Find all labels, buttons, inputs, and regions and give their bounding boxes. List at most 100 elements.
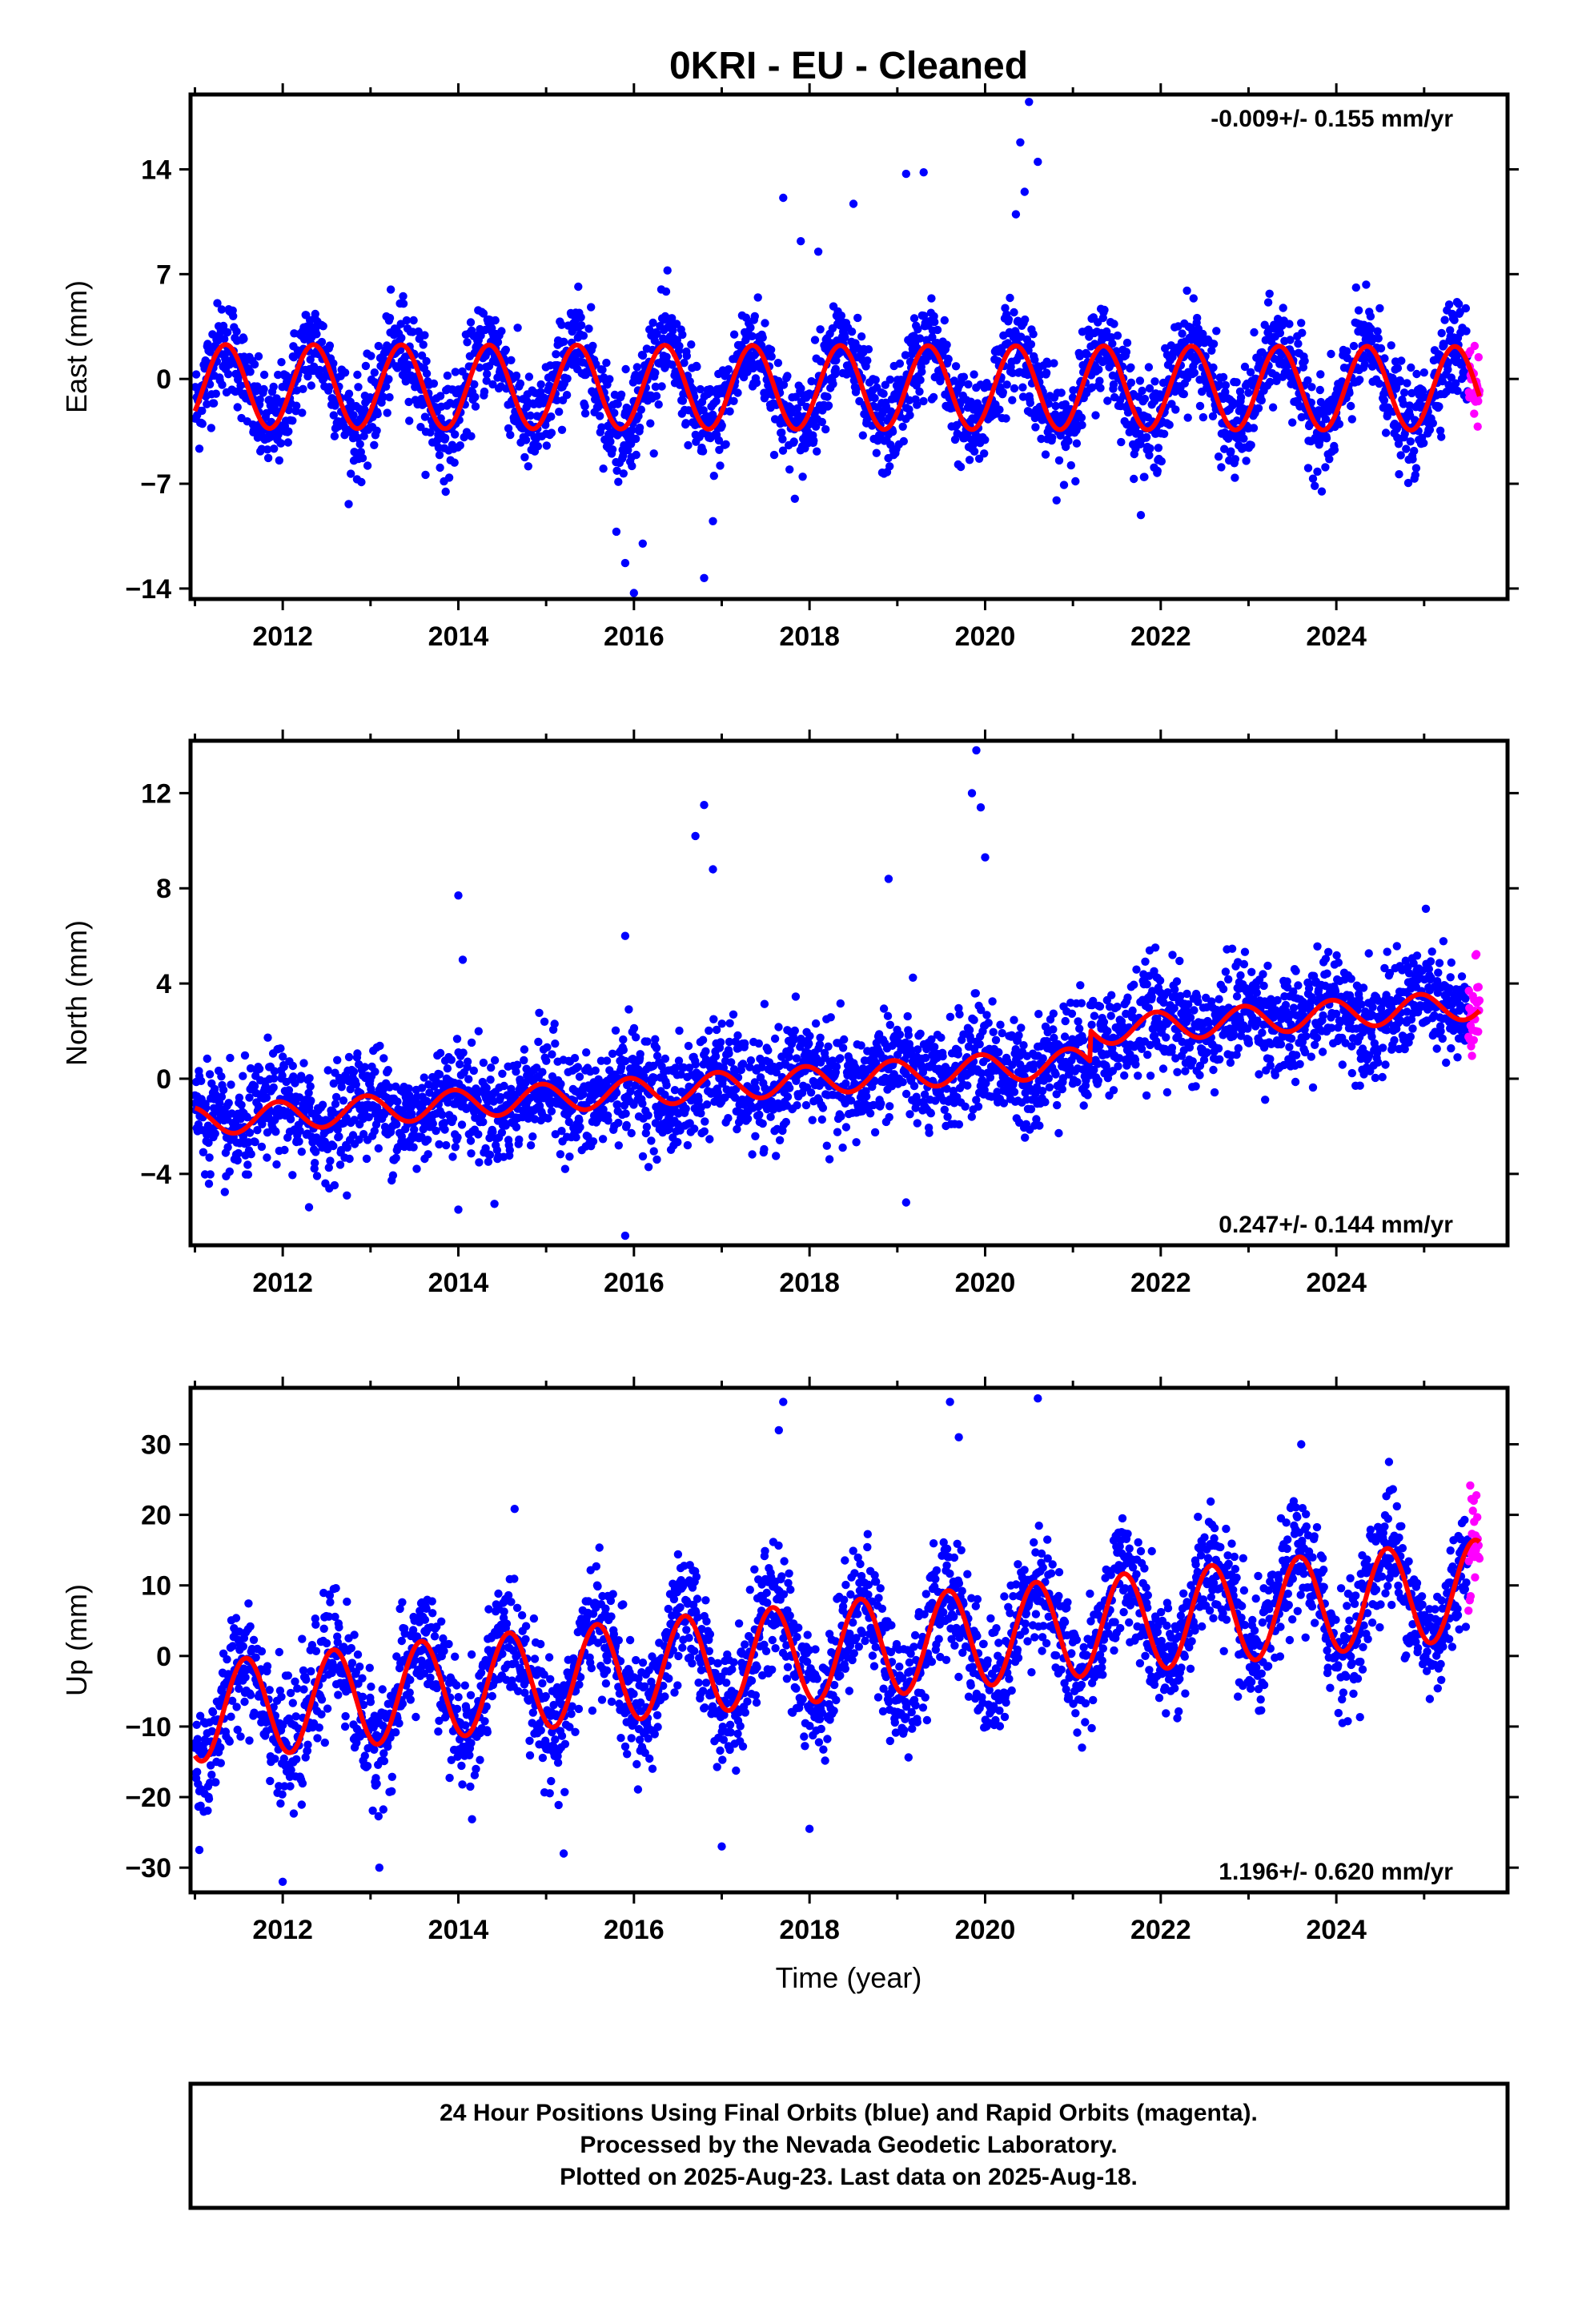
final-point	[785, 1084, 794, 1092]
final-point	[1272, 376, 1281, 385]
final-point	[1299, 363, 1308, 372]
final-point	[557, 320, 566, 329]
final-point	[1094, 365, 1103, 374]
final-point	[787, 408, 797, 417]
final-point	[424, 1150, 432, 1159]
final-point	[1145, 384, 1154, 393]
final-point	[551, 1039, 560, 1048]
final-point	[1122, 348, 1131, 356]
final-point	[881, 380, 890, 389]
final-point	[408, 1110, 416, 1119]
final-point	[651, 382, 661, 392]
final-point	[1452, 379, 1460, 388]
final-point	[838, 1043, 848, 1052]
final-point	[576, 1123, 584, 1132]
final-point	[642, 1123, 652, 1132]
final-point	[1396, 377, 1405, 386]
final-point	[330, 432, 339, 440]
final-point	[616, 390, 626, 399]
final-point	[748, 1150, 757, 1159]
final-point	[512, 1068, 520, 1076]
final-point	[1375, 379, 1384, 388]
final-point	[240, 1051, 250, 1060]
final-point	[754, 1039, 763, 1048]
final-point	[275, 456, 283, 465]
final-point	[272, 1160, 281, 1169]
final-point	[1381, 428, 1391, 437]
final-point	[1349, 341, 1359, 351]
final-point	[1313, 467, 1322, 476]
final-point	[362, 1154, 371, 1164]
final-point	[691, 1059, 700, 1069]
final-point	[1061, 400, 1070, 408]
final-point	[512, 371, 521, 380]
final-point	[233, 403, 242, 412]
final-point	[671, 1063, 680, 1072]
final-point	[632, 450, 640, 460]
final-point	[1044, 1074, 1054, 1083]
final-point	[714, 436, 724, 445]
final-point	[729, 1010, 738, 1019]
final-point	[220, 335, 229, 344]
final-point	[619, 1045, 628, 1055]
final-point	[211, 389, 220, 398]
final-point	[670, 1086, 680, 1095]
final-point	[698, 447, 708, 456]
final-point	[981, 436, 990, 444]
final-point	[747, 357, 756, 366]
final-point	[245, 1093, 254, 1102]
final-point	[528, 1132, 537, 1141]
final-point	[490, 1200, 499, 1208]
final-point	[391, 1153, 400, 1163]
final-point	[709, 472, 718, 480]
final-point	[857, 1041, 865, 1050]
final-point	[392, 1120, 401, 1129]
final-point	[375, 1041, 384, 1051]
final-point	[318, 1100, 327, 1109]
final-point	[1029, 330, 1038, 339]
final-point	[1209, 363, 1218, 372]
final-point	[207, 424, 215, 432]
final-point	[591, 1066, 600, 1076]
final-point	[635, 423, 644, 432]
final-point	[1030, 413, 1040, 423]
final-point	[479, 1058, 488, 1068]
final-point	[806, 1088, 816, 1097]
final-point	[205, 1153, 214, 1162]
final-point	[1461, 304, 1471, 313]
final-point	[1450, 316, 1459, 324]
final-point	[234, 1148, 243, 1158]
final-point	[719, 1063, 729, 1072]
final-point	[1393, 364, 1403, 372]
final-point	[574, 282, 583, 292]
final-point	[1135, 376, 1145, 385]
final-point	[1279, 304, 1287, 312]
final-point	[466, 318, 476, 327]
final-point	[789, 437, 798, 446]
rapid-point	[1470, 409, 1479, 418]
final-point	[729, 330, 739, 339]
final-point	[1138, 386, 1146, 396]
final-point	[331, 1100, 340, 1108]
outlier-point	[638, 539, 647, 548]
final-point	[270, 1067, 279, 1076]
final-point	[1437, 328, 1446, 338]
final-point	[542, 441, 551, 450]
final-point	[1208, 412, 1218, 420]
final-point	[306, 1082, 315, 1091]
final-point	[668, 360, 677, 369]
final-point	[419, 340, 428, 349]
final-point	[733, 1124, 741, 1134]
final-point	[1249, 424, 1259, 432]
final-point	[467, 1038, 476, 1047]
final-point	[496, 1092, 505, 1102]
final-point	[915, 387, 924, 396]
final-point	[575, 1072, 584, 1081]
final-point	[661, 1090, 669, 1100]
rapid-point	[1470, 341, 1480, 351]
final-point	[916, 1029, 925, 1039]
final-point	[1392, 424, 1402, 433]
final-point	[258, 1120, 267, 1129]
final-point	[536, 380, 545, 389]
final-point	[1064, 436, 1073, 445]
